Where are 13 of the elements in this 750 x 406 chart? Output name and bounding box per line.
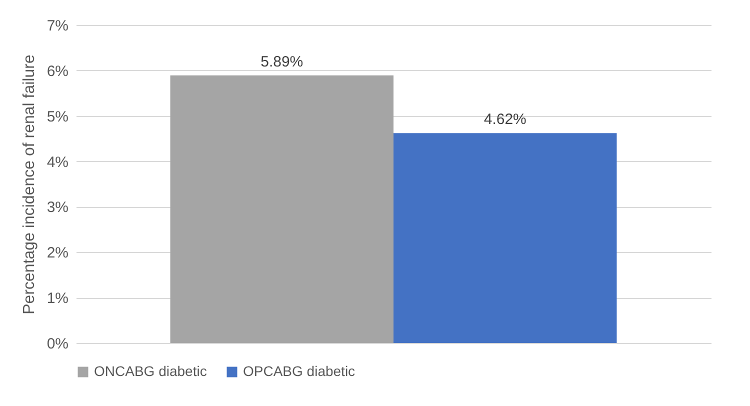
y-tick-label: 0% — [46, 336, 68, 352]
y-tick-label: 6% — [46, 62, 68, 80]
y-tick-label: 3% — [46, 199, 68, 216]
legend-label: ONCABG diabetic — [94, 363, 207, 379]
data-label: 5.89% — [260, 53, 304, 70]
data-label: 4.62% — [484, 111, 526, 128]
y-tick-label: 2% — [46, 244, 68, 262]
y-tick-label: 4% — [46, 154, 68, 171]
legend-label: OPCABG diabetic — [243, 363, 356, 379]
y-tick-label: 1% — [46, 290, 68, 308]
y-tick-label: 7% — [46, 18, 68, 34]
y-axis-title: Percentage incidence of renal failure — [20, 54, 38, 314]
y-tick-label: 5% — [46, 108, 68, 126]
